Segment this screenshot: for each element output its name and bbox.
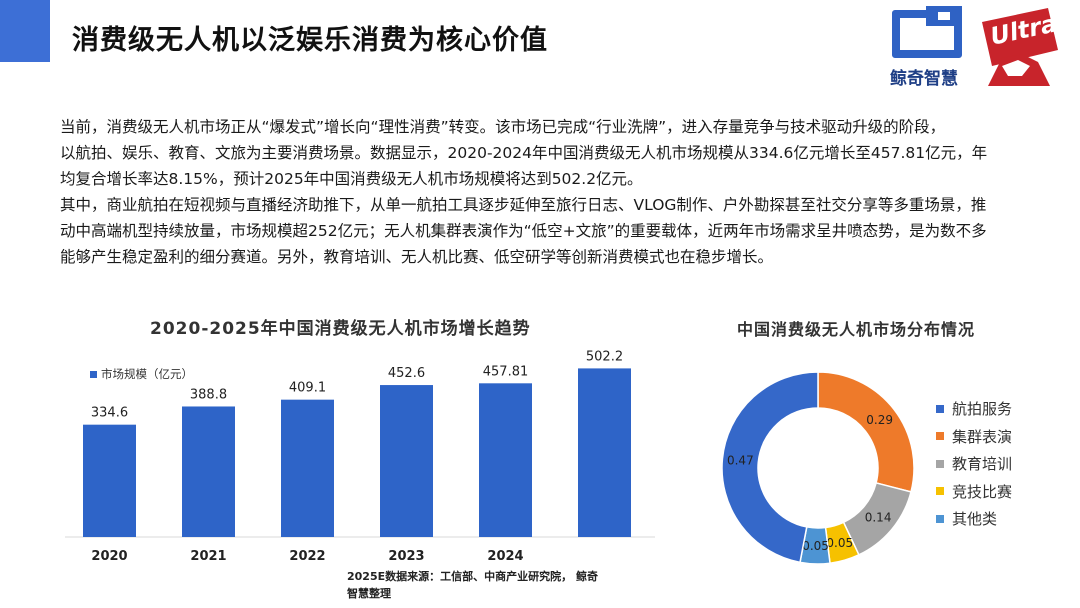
jingqi-logo-inner [938, 12, 950, 20]
donut-legend-item: 教育培训 [936, 450, 1012, 478]
bar-chart-title: 2020-2025年中国消费级无人机市场增长趋势 [150, 319, 531, 339]
bar-2022 [281, 399, 334, 537]
donut-legend-label: 教育培训 [952, 455, 1013, 474]
bar-legend-label: 市场规模（亿元） [101, 367, 193, 381]
ultra-logo: Ultra [978, 6, 1060, 86]
donut-value-label: 0.29 [866, 413, 893, 427]
body-line: 当前，消费级无人机市场正从“爆发式”增长向“理性消费”转变。该市场已完成“行业洗… [60, 118, 946, 136]
donut-legend-item: 其他类 [936, 505, 1012, 533]
donut-value-label: 0.05 [826, 536, 853, 550]
jingqi-logo: 鲸奇智慧 [886, 6, 966, 89]
donut-value-label: 0.14 [865, 511, 892, 525]
title-accent-block [0, 0, 50, 62]
bar-value-label: 452.6 [388, 366, 425, 381]
body-line: 其中，商业航拍在短视频与直播经济助推下，从单一航拍工具逐步延伸至旅行日志、VLO… [60, 196, 987, 214]
bar-value-label: 502.2 [586, 349, 623, 364]
x-tick-label: 2024 [487, 549, 523, 564]
donut-legend-item: 竞技比赛 [936, 478, 1012, 506]
donut-legend-swatch [936, 404, 944, 413]
jingqi-logo-text: 鲸奇智慧 [890, 69, 958, 89]
donut-legend-label: 其他类 [952, 510, 998, 529]
donut-legend-swatch [936, 514, 944, 523]
donut-chart-title: 中国消费级无人机市场分布情况 [737, 320, 976, 339]
bar-2023 [380, 385, 433, 537]
source-line: 智慧整理 [347, 587, 391, 600]
bar-value-label: 334.6 [91, 406, 128, 421]
bar-2024 [479, 383, 532, 537]
donut-legend-item: 航拍服务 [936, 395, 1012, 423]
donut-chart: 0.29 0.14 0.050.05 0.47 [721, 371, 915, 565]
bar-chart: 334.6 2020 388.8 2021 409.1 2022 452.6 2023 457.… [65, 349, 655, 564]
donut-legend-swatch [936, 487, 944, 496]
bar-chart-legend: 市场规模（亿元） [90, 366, 193, 382]
x-tick-label: 2020 [91, 549, 127, 564]
x-tick-label: 2023 [388, 549, 424, 564]
x-tick-label: 2022 [289, 549, 325, 564]
bar-2021 [182, 406, 235, 537]
bar-value-label: 388.8 [190, 387, 227, 402]
donut-legend-label: 竞技比赛 [952, 482, 1013, 501]
donut-value-label: 0.05 [802, 539, 829, 553]
donut-legend-swatch [936, 459, 944, 468]
donut-legend-label: 航拍服务 [952, 400, 1013, 419]
body-line: 能够产生稳定盈利的细分赛道。另外，教育培训、无人机比赛、低空研学等创新消费模式也… [60, 248, 774, 266]
donut-slice-集群表演 [817, 371, 915, 493]
body-line: 动中高端机型持续放量，市场规模超252亿元；无人机集群表演作为“低空+文旅”的重… [60, 222, 987, 240]
body-line: 以航拍、娱乐、教育、文旅为主要消费场景。数据显示，2020-2024年中国消费级… [60, 144, 988, 162]
source-note: 2025E数据来源：工信部、中商产业研究院， 鲸奇 智慧整理 [347, 568, 647, 602]
donut-slice-航拍服务 [721, 371, 819, 564]
ultra-logo-icon [982, 8, 1058, 86]
body-line: 均复合增长率达8.15%，预计2025年中国消费级无人机市场规模将达到502.2… [60, 170, 643, 188]
bar-legend-swatch [90, 370, 97, 378]
bar-2020 [83, 424, 136, 537]
source-line: 2025E数据来源：工信部、中商产业研究院， 鲸奇 [347, 570, 598, 583]
body-text: 当前，消费级无人机市场正从“爆发式”增长向“理性消费”转变。该市场已完成“行业洗… [60, 114, 1030, 270]
bar-value-label: 457.81 [483, 364, 529, 379]
page-title: 消费级无人机以泛娱乐消费为核心价值 [72, 25, 548, 56]
x-tick-label: 2021 [190, 549, 226, 564]
bar-value-label: 409.1 [289, 381, 326, 396]
bar- [578, 368, 631, 537]
donut-legend-item: 集群表演 [936, 423, 1012, 451]
donut-value-label: 0.47 [727, 454, 754, 468]
donut-legend-label: 集群表演 [952, 427, 1013, 446]
donut-chart-legend: 航拍服务集群表演教育培训竞技比赛其他类 [936, 395, 1012, 533]
donut-legend-swatch [936, 432, 944, 441]
